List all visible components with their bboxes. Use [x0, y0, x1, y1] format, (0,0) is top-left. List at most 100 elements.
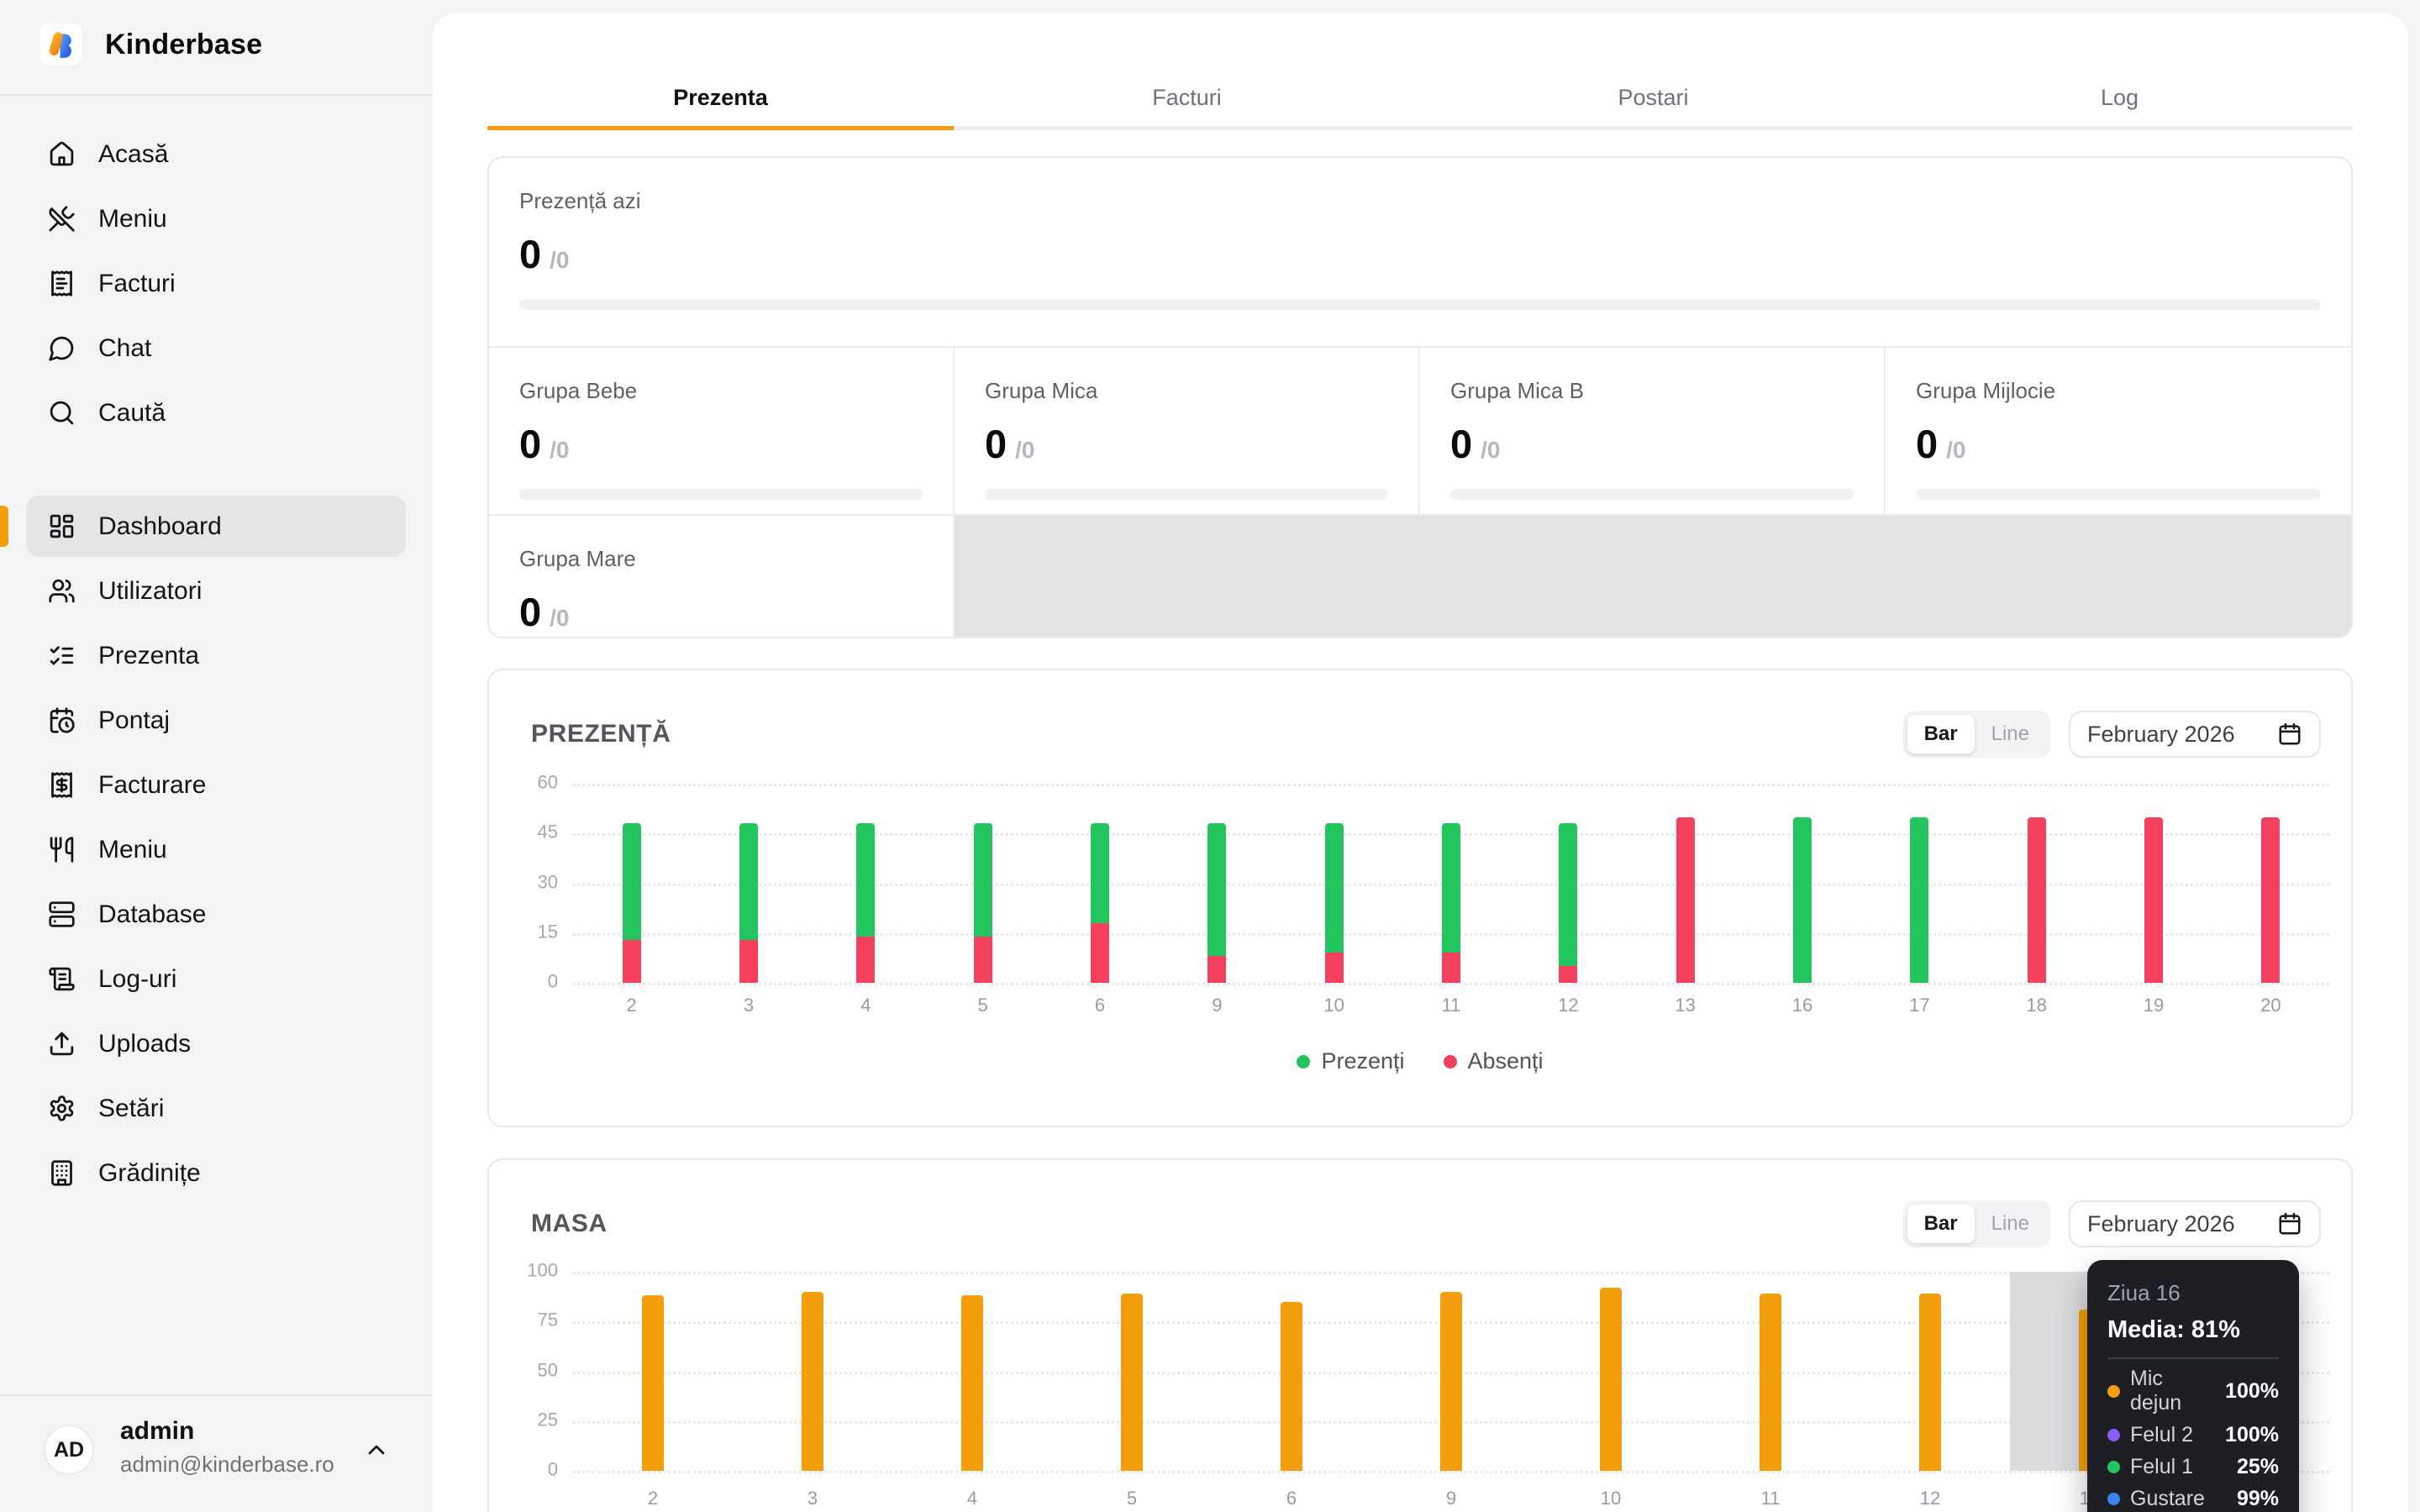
- bar-media-day-4[interactable]: [961, 1295, 983, 1471]
- month-picker[interactable]: February 2026: [2069, 1200, 2321, 1247]
- line-toggle-button[interactable]: Line: [1975, 1205, 2046, 1243]
- gridline: [573, 983, 2329, 985]
- sidebar-item-label: Acasă: [98, 140, 168, 169]
- bar-absen-i-day-12[interactable]: [1559, 966, 1577, 983]
- stat-group-card: Grupa Mica B0/0: [1420, 348, 1886, 514]
- users-icon: [48, 577, 76, 605]
- sidebar-item-pontaj[interactable]: Pontaj: [0, 688, 433, 753]
- bar-prezen-i-day-9[interactable]: [1207, 823, 1226, 956]
- sidebar-item-gr-dini-e[interactable]: Grădinițe: [0, 1141, 433, 1205]
- sidebar-item-log-uri[interactable]: Log-uri: [0, 947, 433, 1011]
- tab-indicator: [487, 126, 954, 130]
- tooltip-dot-icon: [2107, 1385, 2120, 1398]
- utensils-crossed-icon: [48, 205, 76, 233]
- x-axis-tick: 9: [1418, 1488, 1485, 1509]
- x-axis-tick: 2: [619, 1488, 687, 1509]
- bar-absen-i-day-6[interactable]: [1091, 923, 1109, 983]
- bar-absen-i-day-18[interactable]: [2028, 817, 2046, 984]
- bar-prezen-i-day-4[interactable]: [856, 823, 875, 936]
- stat-group-card: Grupa Mijlocie0/0: [1886, 348, 2351, 514]
- bar-absen-i-day-20[interactable]: [2261, 817, 2280, 984]
- bar-media-day-9[interactable]: [1440, 1292, 1462, 1471]
- bar-media-day-3[interactable]: [802, 1292, 823, 1471]
- x-axis-tick: 4: [832, 995, 899, 1016]
- bar-media-day-6[interactable]: [1281, 1302, 1302, 1471]
- bar-media-day-2[interactable]: [642, 1295, 664, 1471]
- sidebar-item-facturi[interactable]: Facturi: [0, 251, 433, 316]
- sidebar-item-uploads[interactable]: Uploads: [0, 1011, 433, 1076]
- sidebar-item-meniu[interactable]: Meniu: [0, 817, 433, 882]
- chart-legend: PrezențiAbsenți: [489, 1048, 2351, 1074]
- bar-media-day-5[interactable]: [1121, 1294, 1143, 1471]
- bar-prezen-i-day-3[interactable]: [739, 823, 758, 939]
- line-toggle-button[interactable]: Line: [1975, 715, 2046, 753]
- sidebar-item-database[interactable]: Database: [0, 882, 433, 947]
- bar-media-day-11[interactable]: [1760, 1294, 1781, 1471]
- stat-value: 0/0: [1916, 421, 2321, 467]
- message-circle-icon: [48, 334, 76, 362]
- bar-absen-i-day-2[interactable]: [623, 940, 641, 983]
- progress-bar: [1916, 489, 2321, 500]
- bar-toggle-button[interactable]: Bar: [1907, 1205, 1975, 1243]
- x-axis-tick: 16: [1769, 995, 1836, 1016]
- bar-prezen-i-day-5[interactable]: [974, 823, 992, 936]
- bar-prezen-i-day-2[interactable]: [623, 823, 641, 939]
- bar-prezen-i-day-16[interactable]: [1793, 817, 1812, 984]
- y-axis-tick: 45: [489, 822, 558, 843]
- sidebar-item-set-ri[interactable]: Setări: [0, 1076, 433, 1141]
- tab-facturi[interactable]: Facturi: [954, 78, 1420, 118]
- sidebar-item-caut-[interactable]: Caută: [0, 381, 433, 445]
- sidebar-item-label: Dashboard: [98, 512, 222, 541]
- bar-absen-i-day-9[interactable]: [1207, 956, 1226, 983]
- tab-prezenta[interactable]: Prezenta: [487, 78, 954, 118]
- sidebar: Kinderbase AcasăMeniuFacturiChatCaută Da…: [0, 0, 433, 1512]
- sidebar-item-chat[interactable]: Chat: [0, 316, 433, 381]
- bar-media-day-12[interactable]: [1919, 1294, 1941, 1471]
- settings-icon: [48, 1095, 76, 1122]
- bar-absen-i-day-3[interactable]: [739, 940, 758, 983]
- meals-chart-header: MASA Bar Line February 2026: [531, 1200, 2321, 1247]
- bar-absen-i-day-13[interactable]: [1676, 817, 1695, 984]
- bar-prezen-i-day-6[interactable]: [1091, 823, 1109, 923]
- y-axis-tick: 75: [489, 1310, 558, 1331]
- x-axis-tick: 6: [1066, 995, 1134, 1016]
- user-name: admin: [120, 1417, 194, 1446]
- chevron-up-icon[interactable]: [363, 1436, 390, 1463]
- bar-toggle-button[interactable]: Bar: [1907, 715, 1975, 753]
- sidebar-item-label: Meniu: [98, 205, 167, 234]
- bar-prezen-i-day-10[interactable]: [1325, 823, 1344, 953]
- empty-filler: [955, 516, 2351, 638]
- sidebar-divider: [0, 94, 433, 96]
- x-axis-tick: 3: [715, 995, 782, 1016]
- sidebar-item-label: Uploads: [98, 1030, 191, 1058]
- tooltip-title: Ziua 16: [2107, 1280, 2279, 1306]
- bar-absen-i-day-11[interactable]: [1442, 953, 1460, 983]
- bar-prezen-i-day-17[interactable]: [1910, 817, 1928, 984]
- tab-log[interactable]: Log: [1886, 78, 2353, 118]
- x-axis-tick: 11: [1737, 1488, 1804, 1509]
- sidebar-item-label: Facturare: [98, 771, 206, 800]
- main-panel: PrezentaFacturiPostariLog Prezență azi 0…: [433, 13, 2408, 1512]
- bar-absen-i-day-5[interactable]: [974, 937, 992, 983]
- sidebar-item-facturare[interactable]: Facturare: [0, 753, 433, 817]
- bar-media-day-10[interactable]: [1600, 1288, 1622, 1471]
- bar-prezen-i-day-12[interactable]: [1559, 823, 1577, 966]
- bar-absen-i-day-19[interactable]: [2144, 817, 2163, 984]
- calendar-icon[interactable]: [2277, 722, 2302, 747]
- bar-prezen-i-day-11[interactable]: [1442, 823, 1460, 953]
- bar-absen-i-day-10[interactable]: [1325, 953, 1344, 983]
- sidebar-item-dashboard[interactable]: Dashboard: [0, 494, 433, 559]
- sidebar-item-prezenta[interactable]: Prezenta: [0, 623, 433, 688]
- calendar-clock-icon: [48, 706, 76, 734]
- month-picker[interactable]: February 2026: [2069, 711, 2321, 758]
- group-stats-row-2: Grupa Mare0/0: [489, 514, 2351, 638]
- tab-postari[interactable]: Postari: [1420, 78, 1886, 118]
- sidebar-item-label: Pontaj: [98, 706, 170, 735]
- user-menu[interactable]: AD admin admin@kinderbase.ro: [0, 1396, 433, 1512]
- sidebar-item-label: Chat: [98, 334, 151, 363]
- sidebar-item-acas-[interactable]: Acasă: [0, 122, 433, 186]
- bar-absen-i-day-4[interactable]: [856, 937, 875, 983]
- sidebar-item-utilizatori[interactable]: Utilizatori: [0, 559, 433, 623]
- calendar-icon[interactable]: [2277, 1211, 2302, 1236]
- sidebar-item-meniu[interactable]: Meniu: [0, 186, 433, 251]
